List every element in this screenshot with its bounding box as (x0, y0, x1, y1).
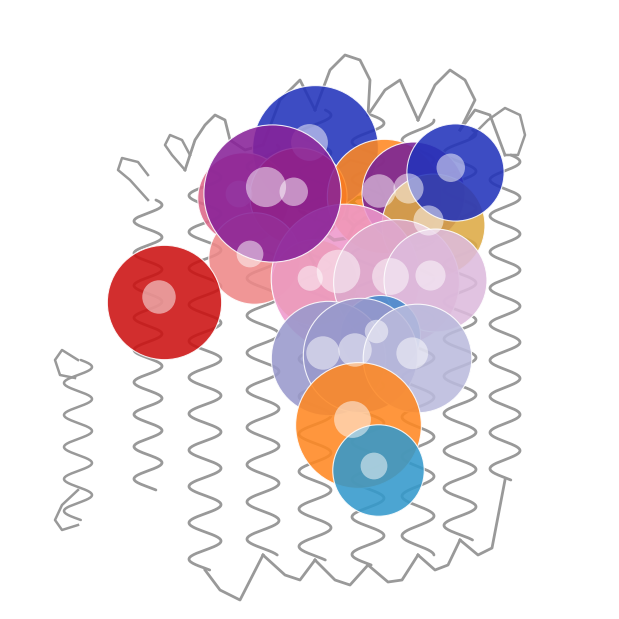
Point (374, 186, 384, 196)
Point (309, 277, 319, 287)
Point (305, 137, 314, 147)
Point (371, 327, 381, 337)
Point (340, 273, 350, 283)
Point (334, 267, 344, 277)
Point (353, 420, 363, 430)
Point (412, 353, 422, 363)
Point (375, 330, 385, 340)
Point (430, 275, 440, 285)
Point (245, 249, 255, 259)
Point (323, 353, 333, 363)
Point (318, 348, 328, 358)
Point (154, 292, 164, 302)
Point (428, 220, 438, 230)
Point (293, 191, 303, 201)
Point (249, 253, 259, 263)
Point (267, 188, 277, 198)
Point (159, 297, 169, 307)
Point (238, 193, 248, 203)
Point (379, 191, 389, 201)
Point (404, 184, 413, 194)
Point (310, 143, 320, 153)
Point (355, 350, 365, 360)
Point (446, 163, 456, 173)
Point (261, 182, 271, 192)
Point (373, 465, 383, 475)
Point (289, 187, 299, 197)
Point (407, 348, 417, 358)
Point (347, 415, 357, 425)
Point (450, 167, 460, 177)
Point (369, 461, 379, 471)
Point (423, 215, 433, 225)
Point (234, 189, 244, 199)
Point (425, 271, 435, 280)
Point (305, 274, 315, 284)
Point (386, 272, 396, 282)
Point (408, 188, 418, 198)
Point (391, 277, 401, 287)
Point (350, 345, 360, 355)
